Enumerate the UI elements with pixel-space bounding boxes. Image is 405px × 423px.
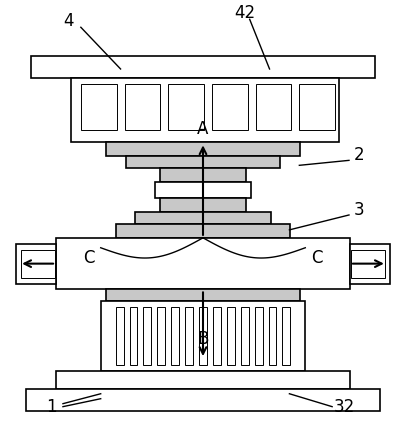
Bar xyxy=(282,308,290,365)
Bar xyxy=(255,84,291,129)
Bar xyxy=(349,244,389,283)
Text: B: B xyxy=(197,330,208,348)
Bar xyxy=(240,308,248,365)
Bar xyxy=(160,198,245,212)
Bar xyxy=(100,301,305,371)
Bar xyxy=(71,78,338,143)
Bar xyxy=(129,308,137,365)
Bar xyxy=(268,308,276,365)
Bar xyxy=(135,212,270,224)
Bar xyxy=(16,244,56,283)
Bar xyxy=(56,371,349,389)
Text: 2: 2 xyxy=(353,146,363,165)
Text: 3: 3 xyxy=(353,201,363,219)
Bar xyxy=(254,308,262,365)
Text: C: C xyxy=(83,249,94,266)
Bar xyxy=(212,308,220,365)
Text: A: A xyxy=(197,120,208,137)
Bar xyxy=(143,308,151,365)
Bar xyxy=(105,143,300,157)
Bar xyxy=(26,389,379,411)
Bar xyxy=(171,308,179,365)
Bar xyxy=(31,56,374,78)
Text: 4: 4 xyxy=(64,12,74,30)
Bar xyxy=(160,168,245,182)
Bar xyxy=(298,84,334,129)
Bar xyxy=(157,308,165,365)
Bar xyxy=(168,84,203,129)
Bar xyxy=(185,308,193,365)
Bar xyxy=(115,308,123,365)
Bar xyxy=(21,250,55,277)
Bar xyxy=(115,224,290,238)
Text: 1: 1 xyxy=(46,398,56,416)
Bar xyxy=(155,182,250,198)
Text: 32: 32 xyxy=(333,398,354,416)
Bar xyxy=(125,157,280,168)
Bar xyxy=(56,238,349,289)
Bar xyxy=(105,289,300,301)
Bar xyxy=(124,84,160,129)
Bar xyxy=(350,250,384,277)
Bar xyxy=(211,84,247,129)
Text: C: C xyxy=(311,249,322,266)
Bar xyxy=(81,84,116,129)
Bar xyxy=(198,308,207,365)
Bar xyxy=(226,308,234,365)
Text: 42: 42 xyxy=(234,4,255,22)
